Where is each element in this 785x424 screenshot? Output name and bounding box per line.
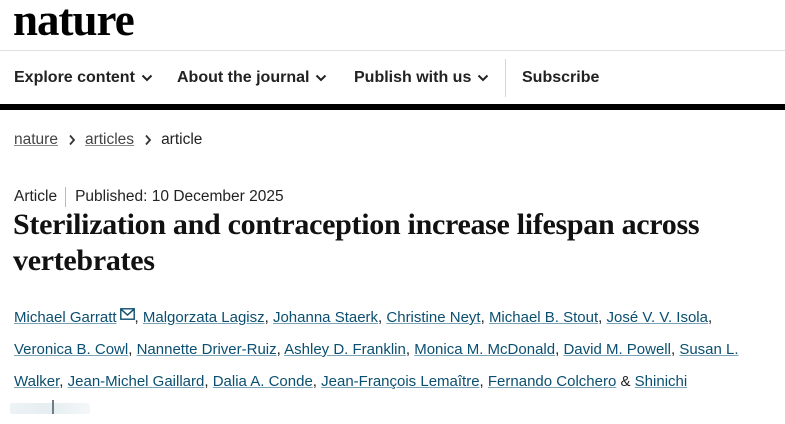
author-link[interactable]: Jean-Michel Gaillard (67, 373, 205, 390)
author-link[interactable]: Jean-François Lemaître (321, 373, 480, 390)
author-link[interactable]: Christine Neyt (386, 309, 481, 326)
nav-publish-with-us[interactable]: Publish with us (354, 51, 489, 104)
nav-divider (505, 59, 506, 97)
article-type: Article (14, 188, 58, 205)
nature-logo[interactable]: nature (13, 0, 135, 45)
author-link[interactable]: Shinichi (634, 373, 688, 390)
nav-explore-content[interactable]: Explore content (14, 51, 153, 104)
author-link[interactable]: Malgorzata Lagisz (142, 309, 265, 326)
author-link[interactable]: Susan L. Walker (14, 341, 739, 390)
nav-bottom-rule (0, 104, 785, 110)
nav-label: About the journal (177, 68, 310, 86)
mail-icon[interactable] (119, 300, 135, 332)
author-link[interactable]: Dalia A. Conde (212, 373, 313, 390)
author-link[interactable]: Johanna Staerk (272, 309, 379, 326)
header-divider (0, 50, 785, 51)
nav-label: Publish with us (354, 68, 472, 86)
chevron-down-icon (478, 74, 489, 81)
article-meta: Article Published: 10 December 2025 (14, 187, 284, 207)
text-cursor (52, 400, 54, 414)
author-joiner: & (620, 373, 631, 390)
chevron-down-icon (316, 74, 327, 81)
author-link[interactable]: José V. V. Isola (606, 309, 708, 326)
author-link[interactable]: Nannette Driver-Ruiz (136, 341, 277, 358)
chevron-right-icon (144, 134, 152, 146)
nav-about-journal[interactable]: About the journal (177, 51, 327, 104)
breadcrumb: nature articles article (14, 131, 202, 149)
publish-date: Published: 10 December 2025 (75, 188, 284, 205)
author-link[interactable]: David M. Powell (563, 341, 671, 358)
author-link[interactable]: Ashley D. Franklin (284, 341, 406, 358)
faded-watermark (10, 403, 90, 414)
author-link[interactable]: Fernando Colchero (487, 373, 617, 390)
nav-label: Subscribe (522, 68, 600, 86)
article-title: Sterilization and contraception increase… (13, 208, 700, 277)
main-nav: Explore content About the journal Publis… (0, 51, 785, 104)
meta-divider (65, 187, 67, 207)
chevron-right-icon (68, 134, 76, 146)
nav-subscribe[interactable]: Subscribe (522, 51, 599, 104)
breadcrumb-current: article (161, 131, 203, 148)
author-link[interactable]: Michael B. Stout (488, 309, 599, 326)
nav-label: Explore content (14, 68, 135, 86)
author-link[interactable]: Michael Garratt (14, 309, 117, 326)
author-list: Michael Garratt, Malgorzata Lagisz, Joha… (14, 300, 774, 398)
author-link[interactable]: Monica M. McDonald (414, 341, 556, 358)
chevron-down-icon (141, 74, 153, 81)
breadcrumb-link-nature[interactable]: nature (14, 131, 58, 148)
breadcrumb-link-articles[interactable]: articles (84, 131, 135, 148)
author-link[interactable]: Veronica B. Cowl (14, 341, 129, 358)
